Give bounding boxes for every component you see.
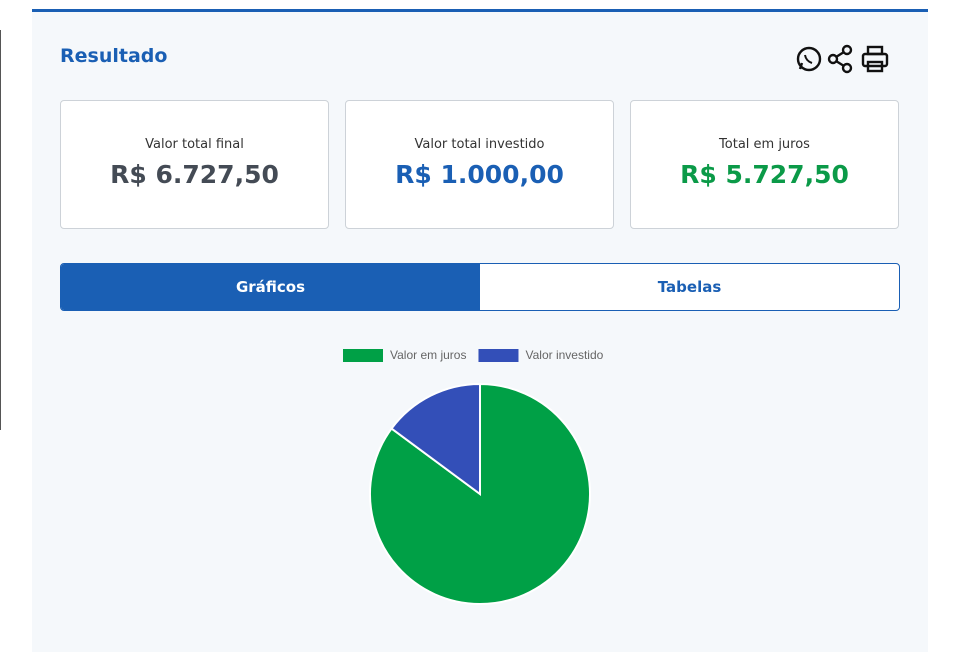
card-value: R$ 6.727,50 [110, 160, 279, 189]
card: Valor total final R$ 6.727,50 [60, 100, 329, 229]
whatsapp-icon[interactable] [796, 46, 822, 72]
legend-label: Valor em juros [390, 348, 466, 362]
legend-swatch [343, 349, 383, 362]
card-label: Valor total investido [414, 137, 545, 152]
pie-slice [390, 382, 481, 496]
card-value: R$ 1.000,00 [395, 160, 564, 189]
actions [796, 44, 889, 74]
legend-swatch [478, 349, 519, 362]
tab[interactable]: Tabelas [657, 278, 722, 296]
card: Valor total investido R$ 1.000,00 [345, 100, 614, 229]
share-icon[interactable] [827, 44, 853, 74]
print-icon[interactable] [861, 45, 889, 73]
card-label: Valor total final [145, 137, 244, 152]
edge [0, 30, 1, 430]
card: Total em juros R$ 5.727,50 [630, 100, 899, 229]
card-label: Total em juros [719, 137, 810, 152]
tab[interactable]: Gráficos [61, 264, 480, 310]
tabs: Gráficos Tabelas [60, 263, 900, 311]
legend-label: Valor investido [525, 348, 603, 362]
card-value: R$ 5.727,50 [680, 160, 849, 189]
title: Resultado [60, 45, 168, 67]
